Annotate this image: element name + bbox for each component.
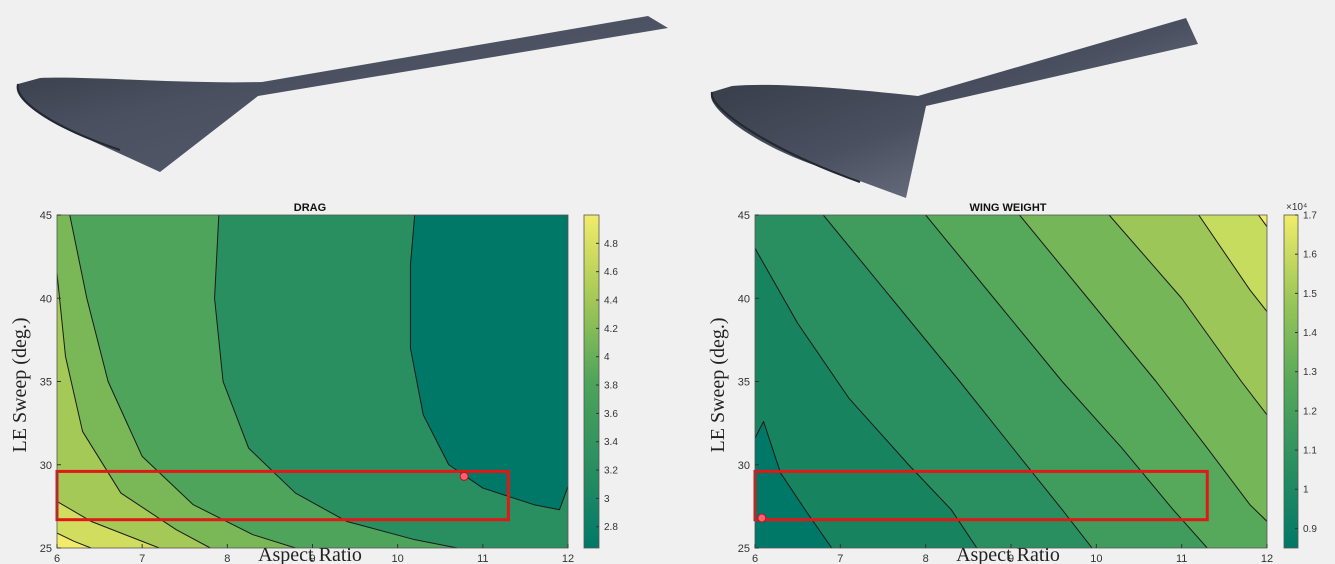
x-tick-label: 8 [224,553,230,564]
contour-line [755,420,833,548]
x-tick-label: 7 [837,553,843,564]
colorbar-tick-label: 4.8 [604,239,618,250]
contour-band [57,215,458,548]
y-axis-ticks: 25 30 35 40 45 [40,210,61,555]
contour-line [1258,215,1267,227]
contour-line [57,500,160,548]
y-tick-label: 40 [40,293,52,305]
optimum-point [459,471,469,481]
contour-line [1108,215,1267,416]
y-tick-label: 30 [738,460,750,472]
x-tick-label: 9 [1008,553,1014,564]
x-tick-label: 8 [923,553,929,564]
contour-line [1198,215,1267,312]
y-tick-label: 45 [40,210,52,222]
x-axis-label: Aspect Ratio [258,544,362,564]
colorbar-tick-label: 1.5 [1303,289,1317,300]
colorbar-tick-label: 3.6 [604,409,618,420]
x-tick-label: 11 [477,553,488,564]
y-axis-label: LE Sweep (deg.) [707,318,729,453]
y-tick-label: 45 [738,210,750,222]
x-axis-ticks: 6 7 8 9 10 11 12 [752,544,1273,564]
colorbar-gradient [583,214,600,549]
colorbar-tick-label: 1.6 [1303,250,1317,261]
colorbar-tick-label: 1.3 [1303,367,1317,378]
colorbar: 0.9 1 1.1 1.2 1.3 1.4 1.5 1.6 1.7×10⁴ [1283,202,1317,549]
x-tick-label: 9 [309,553,315,564]
y-tick-label: 40 [738,293,750,305]
contour-line [409,215,568,511]
plot-area [753,214,1268,549]
contour-band [57,273,211,548]
y-axis-ticks: 25 30 35 40 45 [738,210,759,555]
plot-area [55,214,569,549]
contour-line [755,248,978,548]
x-tick-label: 6 [54,553,60,564]
y-tick-label: 35 [738,377,750,389]
contour-line [822,215,1093,548]
contour-line [1019,215,1267,522]
x-tick-label: 6 [752,553,758,564]
contour-line [57,273,211,548]
y-tick-label: 35 [40,377,52,389]
colorbar-tick-label: 1.4 [1303,328,1317,339]
colorbar-tick-label: 1.2 [1303,406,1317,417]
x-tick-label: 11 [1176,553,1187,564]
contour-band [57,215,296,548]
colorbar-tick-label: 3.8 [604,381,618,392]
x-tick-label: 12 [562,553,574,564]
y-tick-label: 30 [40,460,52,472]
y-tick-label: 25 [738,543,750,555]
colorbar-tick-label: 1.7 [1303,211,1317,222]
contour-line [57,532,92,548]
colorbar-tick-label: 0.9 [1303,524,1317,535]
y-axis-label: LE Sweep (deg.) [9,318,31,453]
colorbar-gradient [1283,214,1299,549]
colorbar: 2.8 3 3.2 3.4 3.6 3.8 4 4.2 4.4 4.6 4.8 [583,214,618,549]
x-tick-label: 10 [392,553,404,564]
colorbar-multiplier: ×10⁴ [1286,202,1307,213]
x-tick-label: 12 [1261,553,1273,564]
x-axis-label: Aspect Ratio [956,544,1060,564]
y-tick-label: 25 [40,543,52,555]
colorbar-tick-label: 1.1 [1303,446,1317,457]
colorbar-tick-label: 3.2 [604,466,618,477]
contour-line [69,215,296,548]
contour-line [925,215,1208,548]
colorbar-tick-label: 4.4 [604,296,618,307]
chart-title: DRAG [294,202,326,214]
colorbar-tick-label: 1 [1303,485,1309,496]
colorbar-tick-label: 2.8 [604,522,618,533]
colorbar-tick-label: 3.4 [604,437,618,448]
wing-render-right [710,18,1198,198]
colorbar-tick-label: 4.6 [604,267,618,278]
contour-band [57,533,92,548]
colorbar-tick-label: 3 [604,494,610,505]
x-tick-label: 7 [139,553,145,564]
colorbar-tick-label: 4 [604,352,610,363]
contour-band [1109,215,1267,415]
x-axis-ticks: 6 7 8 9 10 11 12 [54,544,574,564]
chart-title: WING WEIGHT [970,202,1047,214]
contour-band [57,501,160,548]
wing-render-left [16,16,668,172]
optimum-point [757,513,767,523]
x-tick-label: 10 [1090,553,1102,564]
colorbar-tick-label: 4.2 [604,324,618,335]
wing-weight-contour-chart: WING WEIGHT 6 7 8 9 10 11 12 25 30 35 40 45 Aspect… [707,202,1317,564]
